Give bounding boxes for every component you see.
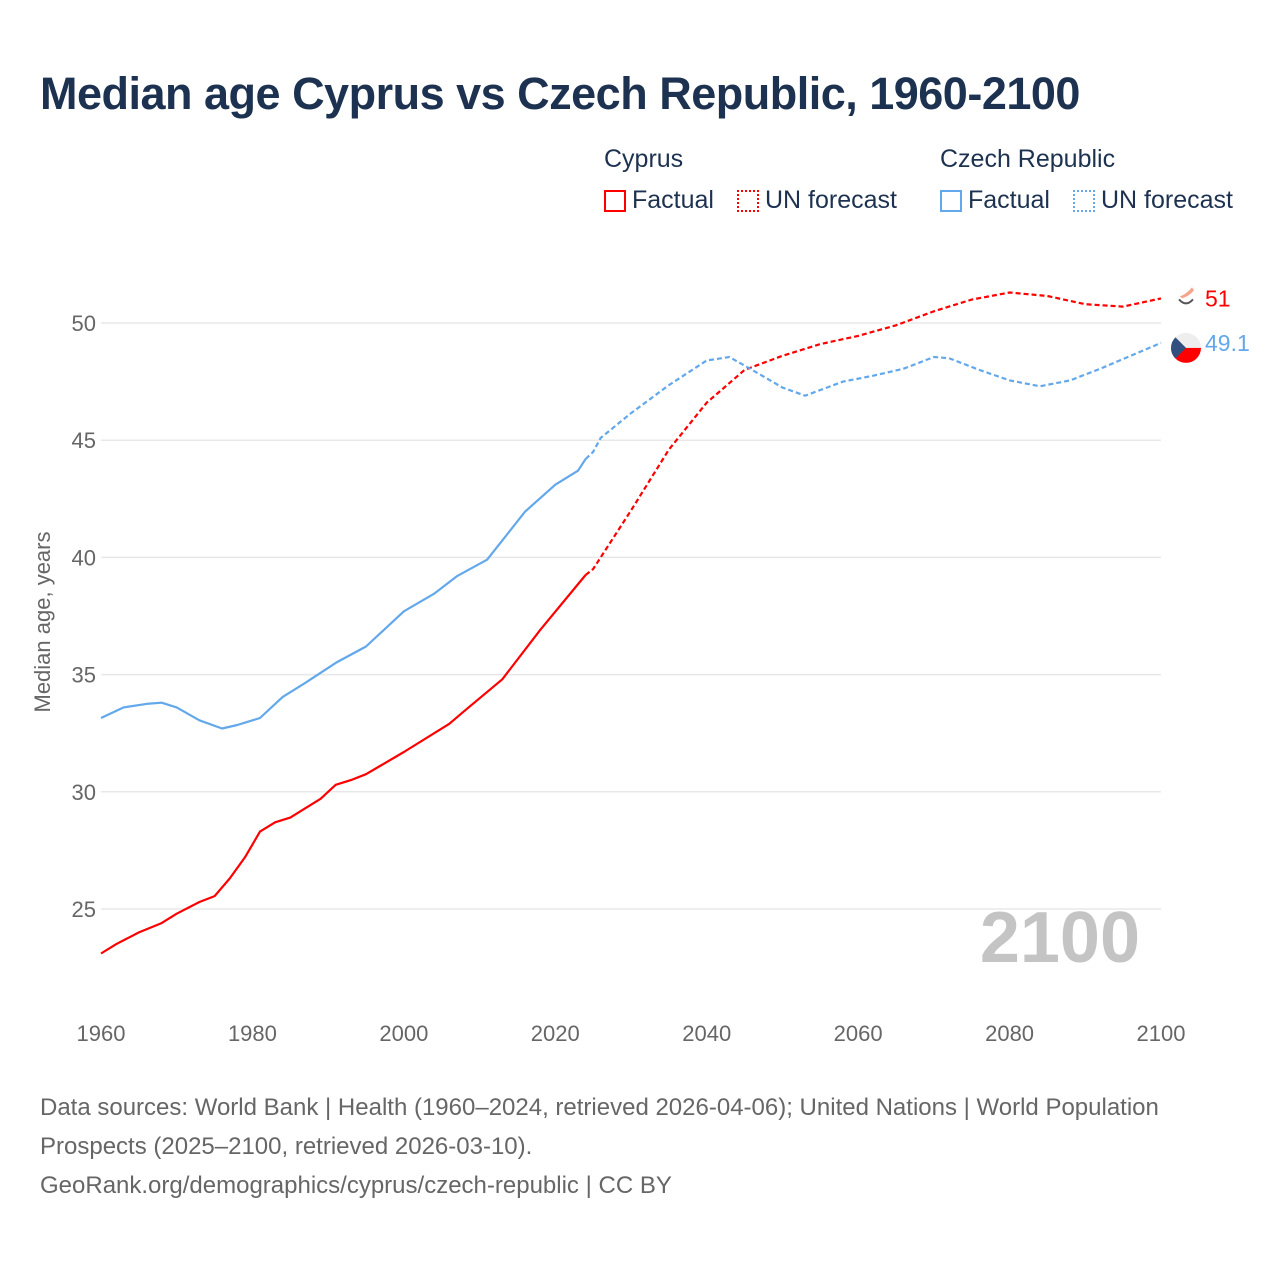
x-tick-label: 2040 [682,1021,731,1046]
legend-swatch [604,189,626,212]
legend-label: Factual [632,186,714,214]
footer: Data sources: World Bank | Health (1960–… [40,1088,1190,1205]
x-tick-label: 2000 [379,1021,428,1046]
y-tick-label: 25 [72,897,96,922]
source-link[interactable]: GeoRank.org/demographics/cyprus/czech-re… [40,1172,672,1199]
legend-label: Factual [968,186,1050,214]
legend-swatch [940,189,962,212]
legend-czech-forecast[interactable]: UN forecast [1073,186,1233,215]
end-value-label: 51 [1205,285,1231,311]
end-value-label: 49.1 [1205,330,1250,356]
legend-label: UN forecast [1101,186,1233,214]
legend-cyprus-factual[interactable]: Factual [604,186,714,215]
line-chart: 25 30 35 40 45 50 1960 1980 2000 2020 2040 2060 2080… [30,284,1250,1046]
legend-label: UN forecast [765,186,897,214]
y-tick-label: 40 [72,545,96,570]
series-line-factual-1 [100,458,587,730]
x-tick-label: 1960 [77,1021,126,1046]
chart-title: Median age Cyprus vs Czech Republic, 196… [40,68,1080,119]
series-line-factual-0 [100,574,587,955]
legend-group-czech: Czech Republic [940,145,1116,173]
legend-group-cyprus: Cyprus [604,145,684,173]
data-sources: Data sources: World Bank | Health (1960–… [40,1094,1159,1160]
series-line-forecast-0 [584,291,1162,576]
legend-swatch [737,189,759,212]
series-line-forecast-1 [584,341,1162,460]
year-watermark: 2100 [980,898,1140,978]
cyprus-flag-icon [1172,284,1200,313]
y-tick-label: 45 [72,428,96,453]
x-tick-label: 2100 [1137,1021,1186,1046]
legend-swatch [1073,189,1095,212]
y-tick-label: 50 [72,311,96,336]
y-tick-label: 35 [72,663,96,688]
x-tick-label: 2060 [834,1021,883,1046]
x-tick-label: 2020 [531,1021,580,1046]
y-axis-label: Median age, years [30,532,55,713]
legend-czech-factual[interactable]: Factual [940,186,1050,215]
y-tick-label: 30 [72,780,96,805]
x-tick-label: 2080 [985,1021,1034,1046]
czech-flag-icon [1171,332,1201,363]
x-tick-label: 1980 [228,1021,277,1046]
legend-cyprus-forecast[interactable]: UN forecast [737,186,897,215]
